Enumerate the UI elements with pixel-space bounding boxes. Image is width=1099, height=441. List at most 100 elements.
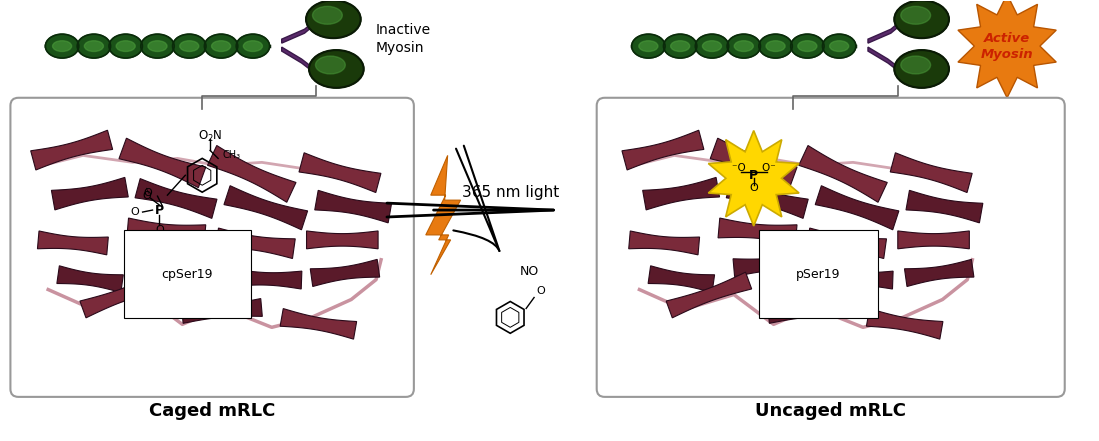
Polygon shape [898, 231, 969, 249]
Polygon shape [280, 309, 357, 339]
Polygon shape [643, 177, 720, 210]
Polygon shape [281, 47, 314, 73]
Text: Uncaged mRLC: Uncaged mRLC [755, 402, 906, 420]
Ellipse shape [211, 41, 231, 52]
Ellipse shape [53, 41, 71, 52]
Text: O$_2$N: O$_2$N [198, 129, 222, 144]
Text: O: O [131, 207, 138, 217]
Ellipse shape [243, 41, 263, 52]
Polygon shape [37, 231, 109, 255]
Polygon shape [52, 177, 129, 210]
Ellipse shape [895, 50, 948, 88]
Polygon shape [710, 138, 797, 187]
Polygon shape [126, 218, 206, 245]
Polygon shape [31, 130, 112, 170]
Polygon shape [906, 191, 983, 223]
Ellipse shape [734, 41, 753, 52]
Polygon shape [866, 309, 943, 339]
Ellipse shape [77, 34, 111, 58]
Polygon shape [119, 138, 206, 187]
Ellipse shape [895, 0, 948, 38]
Polygon shape [215, 228, 296, 258]
Polygon shape [904, 259, 974, 287]
Polygon shape [425, 155, 460, 275]
Ellipse shape [306, 0, 360, 38]
Ellipse shape [116, 41, 135, 52]
Ellipse shape [728, 34, 761, 58]
Text: P: P [750, 169, 758, 182]
Ellipse shape [204, 34, 237, 58]
Polygon shape [224, 186, 308, 230]
Polygon shape [733, 253, 806, 277]
Ellipse shape [664, 34, 697, 58]
Ellipse shape [822, 34, 856, 58]
Polygon shape [648, 266, 714, 292]
Ellipse shape [830, 41, 848, 52]
Ellipse shape [312, 6, 342, 24]
Text: O: O [750, 183, 758, 193]
Polygon shape [208, 146, 296, 202]
Polygon shape [718, 218, 797, 245]
Text: O: O [155, 225, 164, 235]
Polygon shape [314, 191, 391, 223]
Polygon shape [768, 299, 848, 323]
FancyBboxPatch shape [10, 98, 414, 397]
Ellipse shape [901, 6, 931, 24]
Polygon shape [142, 253, 214, 277]
Ellipse shape [109, 34, 143, 58]
Text: Inactive
Myosin: Inactive Myosin [376, 23, 431, 55]
Ellipse shape [759, 34, 792, 58]
Ellipse shape [798, 41, 817, 52]
Text: O: O [142, 191, 151, 201]
Polygon shape [135, 179, 217, 218]
Polygon shape [299, 153, 381, 193]
Ellipse shape [141, 34, 174, 58]
Text: cpSer19: cpSer19 [162, 268, 213, 281]
Polygon shape [868, 19, 902, 43]
Text: Active: Active [984, 32, 1030, 45]
Ellipse shape [639, 41, 658, 52]
Polygon shape [181, 299, 263, 323]
Polygon shape [807, 228, 887, 258]
Ellipse shape [790, 34, 824, 58]
Polygon shape [80, 272, 165, 318]
Polygon shape [799, 146, 887, 202]
Text: NO: NO [520, 265, 540, 278]
Ellipse shape [702, 41, 722, 52]
Text: CH₃: CH₃ [222, 150, 241, 161]
FancyBboxPatch shape [597, 98, 1065, 397]
Polygon shape [726, 179, 808, 218]
Text: 365 nm light: 365 nm light [462, 185, 559, 200]
Polygon shape [958, 0, 1056, 98]
Ellipse shape [180, 41, 199, 52]
Ellipse shape [309, 50, 364, 88]
Ellipse shape [632, 34, 665, 58]
Ellipse shape [315, 56, 345, 74]
Polygon shape [57, 266, 123, 292]
Text: Caged mRLC: Caged mRLC [149, 402, 276, 420]
Ellipse shape [696, 34, 729, 58]
Ellipse shape [148, 41, 167, 52]
Text: O: O [143, 188, 152, 198]
Polygon shape [815, 186, 899, 230]
Polygon shape [281, 19, 317, 43]
Text: Myosin: Myosin [980, 48, 1033, 60]
Ellipse shape [901, 56, 931, 74]
Ellipse shape [236, 34, 269, 58]
Polygon shape [868, 47, 901, 73]
Polygon shape [622, 130, 703, 170]
Text: pSer19: pSer19 [796, 268, 841, 281]
Polygon shape [823, 269, 893, 289]
Polygon shape [666, 272, 752, 318]
Ellipse shape [670, 41, 690, 52]
Ellipse shape [766, 41, 785, 52]
Polygon shape [890, 153, 973, 193]
Polygon shape [629, 231, 700, 255]
Polygon shape [310, 259, 379, 287]
Text: P: P [155, 204, 164, 217]
Ellipse shape [85, 41, 103, 52]
Ellipse shape [173, 34, 206, 58]
Text: O: O [536, 285, 545, 295]
Polygon shape [709, 131, 799, 226]
Ellipse shape [45, 34, 79, 58]
